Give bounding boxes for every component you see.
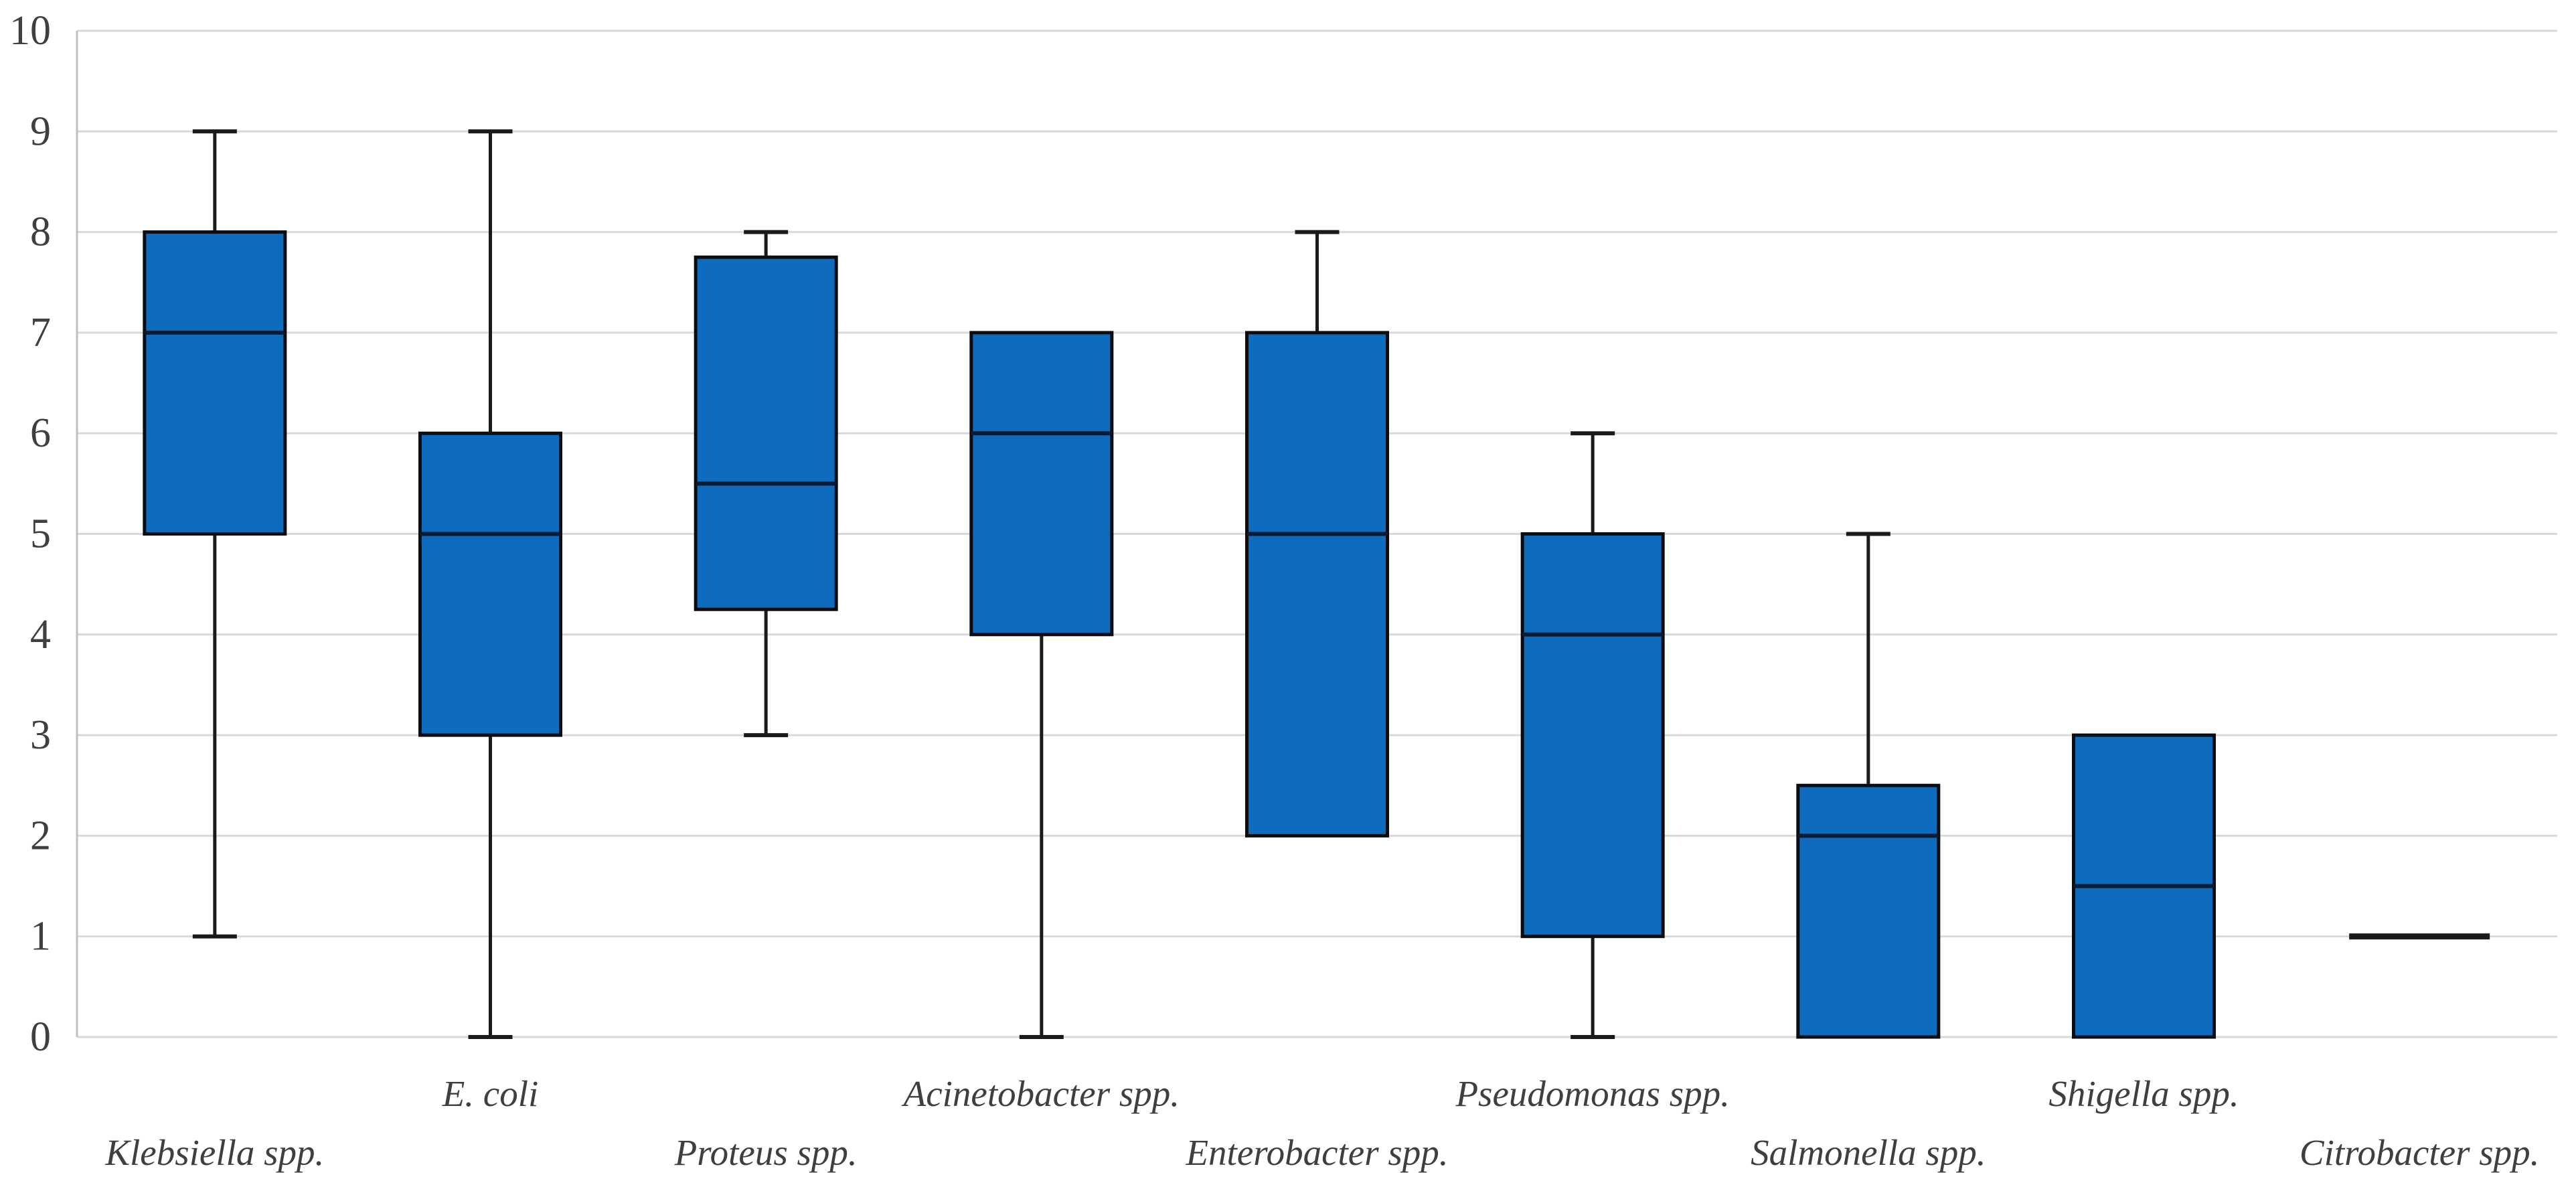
x-label-enterobacter-spp: Enterobacter spp.	[1185, 1132, 1448, 1173]
y-tick-2: 2	[30, 813, 51, 858]
x-label-e-coli: E. coli	[442, 1073, 539, 1114]
y-tick-5: 5	[30, 511, 51, 557]
x-label-klebsiella-spp: Klebsiella spp.	[104, 1132, 324, 1173]
y-tick-9: 9	[30, 108, 51, 154]
y-tick-8: 8	[30, 210, 51, 255]
x-label-salmonella-spp: Salmonella spp.	[1751, 1132, 1986, 1173]
x-label-pseudomonas-spp: Pseudomonas spp.	[1455, 1073, 1729, 1114]
box-salmonella-spp	[1796, 783, 1941, 1039]
y-tick-10: 10	[9, 8, 51, 54]
x-label-shigella-spp: Shigella spp.	[2048, 1073, 2239, 1114]
x-label-citrobacter-spp: Citrobacter spp.	[2300, 1132, 2540, 1173]
box-pseudomonas-spp	[1520, 532, 1665, 939]
box-e-coli	[418, 431, 562, 737]
box-proteus-spp	[694, 255, 838, 611]
y-tick-0: 0	[30, 1014, 51, 1060]
box-enterobacter-spp	[1245, 331, 1389, 838]
y-tick-6: 6	[30, 410, 51, 456]
y-tick-1: 1	[30, 914, 51, 959]
y-tick-7: 7	[30, 310, 51, 355]
y-tick-3: 3	[30, 712, 51, 758]
x-label-proteus-spp: Proteus spp.	[674, 1132, 858, 1173]
box-klebsiella-spp	[143, 230, 287, 536]
box-acinetobacter-spp	[969, 331, 1114, 637]
x-label-acinetobacter-spp: Acinetobacter spp.	[901, 1073, 1180, 1114]
y-tick-4: 4	[30, 612, 51, 657]
